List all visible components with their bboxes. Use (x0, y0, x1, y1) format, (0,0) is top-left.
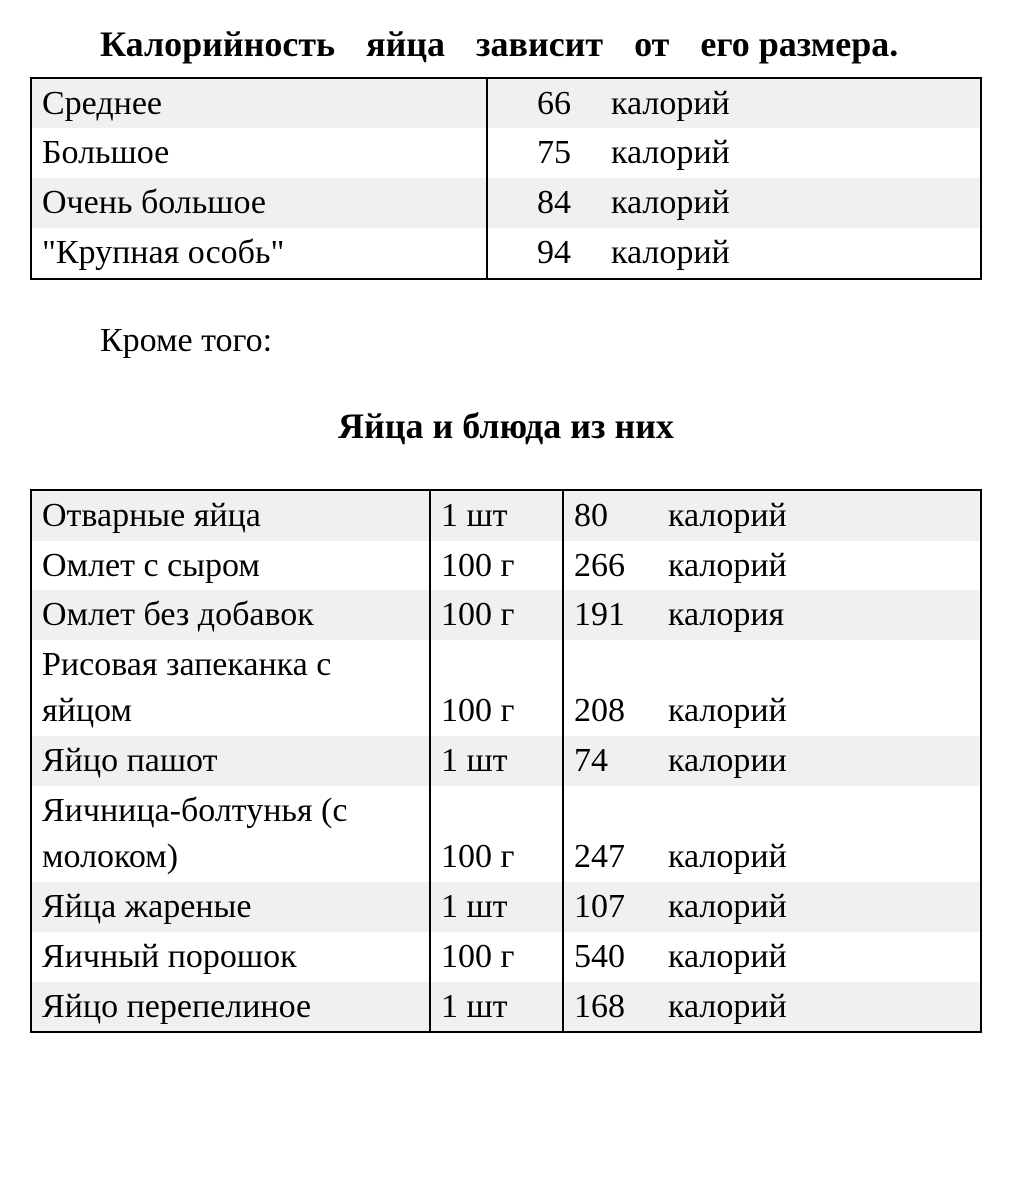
dish-cell: Яичный порошок (31, 932, 430, 982)
value-cell: 80 (563, 490, 658, 541)
table-row: Яйцо пашот1 шт74калории (31, 736, 981, 786)
amount-cell: 1 шт (430, 982, 563, 1033)
amount-cell: 100 г (430, 541, 563, 591)
table-row: Яйца жареные1 шт107калорий (31, 882, 981, 932)
table-row: Большое75калорий (31, 128, 981, 178)
value-cell: 266 (563, 541, 658, 591)
unit-cell: калорий (658, 541, 981, 591)
table-row: Омлет с сыром100 г266калорий (31, 541, 981, 591)
table-row: Яичный порошок100 г540калорий (31, 932, 981, 982)
table-row: Очень большое84калорий (31, 178, 981, 228)
value-cell: 94 (487, 228, 601, 279)
table-row: Яйцо перепелиное1 шт168калорий (31, 982, 981, 1033)
table-row: "Крупная особь"94калорий (31, 228, 981, 279)
table-row: Омлет без добавок100 г191калория (31, 590, 981, 640)
unit-cell: калорий (658, 490, 981, 541)
unit-cell: калорий (601, 178, 981, 228)
unit-cell: калорий (658, 882, 981, 932)
dish-cell: Рисовая запеканка с яйцом (31, 640, 430, 736)
amount-cell: 100 г (430, 932, 563, 982)
main-title: Калорийность яйца зависит от его размера… (30, 20, 982, 69)
egg-size-table: Среднее66калорийБольшое75калорийОчень бо… (30, 77, 982, 281)
egg-dishes-table: Отварные яйца1 шт80калорийОмлет с сыром1… (30, 489, 982, 1034)
table-row: Отварные яйца1 шт80калорий (31, 490, 981, 541)
value-cell: 247 (563, 786, 658, 882)
dish-cell: Яйца жареные (31, 882, 430, 932)
table-row: Яичница-болтунья (с молоком)100 г247кало… (31, 786, 981, 882)
subtitle-text: Кроме того: (30, 318, 982, 364)
dish-cell: Яичница-болтунья (с молоком) (31, 786, 430, 882)
dish-cell: Отварные яйца (31, 490, 430, 541)
amount-cell: 1 шт (430, 490, 563, 541)
amount-cell: 1 шт (430, 882, 563, 932)
amount-cell: 100 г (430, 590, 563, 640)
size-cell: Большое (31, 128, 487, 178)
dish-cell: Яйцо пашот (31, 736, 430, 786)
section-heading: Яйца и блюда из них (30, 402, 982, 451)
value-cell: 66 (487, 78, 601, 129)
value-cell: 540 (563, 932, 658, 982)
unit-cell: калория (658, 590, 981, 640)
size-cell: Среднее (31, 78, 487, 129)
value-cell: 107 (563, 882, 658, 932)
amount-cell: 100 г (430, 786, 563, 882)
table-row: Рисовая запеканка с яйцом100 г208калорий (31, 640, 981, 736)
unit-cell: калорий (658, 786, 981, 882)
title-line2: размера. (759, 24, 899, 64)
value-cell: 74 (563, 736, 658, 786)
unit-cell: калорий (658, 982, 981, 1033)
value-cell: 75 (487, 128, 601, 178)
size-cell: Очень большое (31, 178, 487, 228)
title-line1: Калорийность яйца зависит от его (100, 24, 750, 64)
value-cell: 191 (563, 590, 658, 640)
dish-cell: Яйцо перепелиное (31, 982, 430, 1033)
unit-cell: калорий (601, 128, 981, 178)
unit-cell: калорий (601, 228, 981, 279)
dish-cell: Омлет с сыром (31, 541, 430, 591)
unit-cell: калорий (658, 640, 981, 736)
value-cell: 84 (487, 178, 601, 228)
unit-cell: калории (658, 736, 981, 786)
table-row: Среднее66калорий (31, 78, 981, 129)
size-cell: "Крупная особь" (31, 228, 487, 279)
value-cell: 208 (563, 640, 658, 736)
unit-cell: калорий (658, 932, 981, 982)
value-cell: 168 (563, 982, 658, 1033)
amount-cell: 100 г (430, 640, 563, 736)
unit-cell: калорий (601, 78, 981, 129)
dish-cell: Омлет без добавок (31, 590, 430, 640)
amount-cell: 1 шт (430, 736, 563, 786)
